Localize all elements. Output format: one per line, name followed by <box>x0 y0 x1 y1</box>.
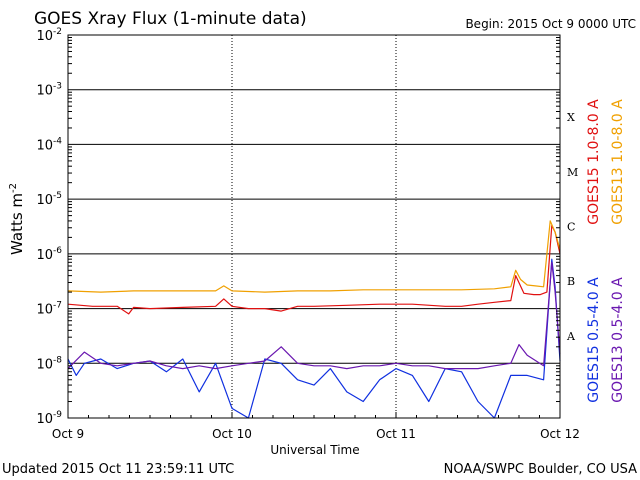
x-tick-label: Oct 12 <box>540 427 580 441</box>
y-tick-exponent: -2 <box>53 27 62 37</box>
footer-credit-text: NOAA/SWPC Boulder, CO USA <box>444 462 637 477</box>
y-tick-exponent: -7 <box>53 301 62 311</box>
y-tick-label: 10-7 <box>36 301 62 318</box>
y-tick-base: 10 <box>36 84 53 99</box>
flare-class-label: A <box>566 330 576 343</box>
y-tick-label: 10-5 <box>36 191 62 208</box>
y-tick-base: 10 <box>36 193 53 208</box>
y-tick-label: 10-8 <box>36 355 62 372</box>
begin-time-label: Begin: 2015 Oct 9 0000 UTC <box>465 17 636 31</box>
legend-entry: GOES13 1.0-8.0 A <box>610 99 626 225</box>
y-tick-exponent: -6 <box>53 246 62 256</box>
flare-class-label: X <box>567 111 575 124</box>
x-axis-label: Universal Time <box>270 443 359 457</box>
y-axis-label-exponent: -2 <box>8 183 19 193</box>
series-group <box>67 220 561 419</box>
y-tick-exponent: -3 <box>53 82 62 92</box>
y-tick-label: 10-3 <box>36 82 62 99</box>
y-tick-base: 10 <box>36 357 53 372</box>
y-tick-exponent: -8 <box>53 355 62 365</box>
series-line-1 <box>67 224 561 315</box>
legend: GOES15 1.0-8.0 A GOES13 1.0-8.0 A GOES15 0… <box>586 99 626 403</box>
y-tick-label: 10-4 <box>36 136 62 153</box>
y-tick-base: 10 <box>36 29 53 44</box>
y-tick-exponent: -4 <box>53 136 62 146</box>
y-tick-label: 10-6 <box>36 246 62 263</box>
y-tick-label: 10-9 <box>36 410 62 427</box>
footer-updated-text: Updated 2015 Oct 11 23:59:11 UTC <box>2 462 234 477</box>
series-line-2 <box>67 220 561 293</box>
series-line-4 <box>67 261 561 370</box>
y-axis-label-text: Watts m <box>8 193 26 255</box>
y-tick-base: 10 <box>36 412 53 427</box>
flare-class-label: B <box>567 275 575 288</box>
y-tick-base: 10 <box>36 303 53 318</box>
x-tick-label: Oct 9 <box>52 427 84 441</box>
flare-class-labels: X M C B A <box>566 111 578 343</box>
x-tick-label: Oct 10 <box>212 427 252 441</box>
legend-entry: GOES13 0.5-4.0 A <box>610 277 626 403</box>
legend-entry: GOES15 0.5-4.0 A <box>586 277 602 403</box>
flare-class-label: C <box>567 221 575 234</box>
legend-entry: GOES15 1.0-8.0 A <box>586 99 602 225</box>
y-tick-exponent: -9 <box>53 410 62 420</box>
y-tick-base: 10 <box>36 138 53 153</box>
y-tick-base: 10 <box>36 248 53 263</box>
y-tick-label: 10-2 <box>36 27 62 44</box>
y-axis-label: Watts m-2 <box>8 183 26 255</box>
x-tick-label: Oct 11 <box>376 427 416 441</box>
flare-class-label: M <box>567 166 578 179</box>
chart-title: GOES Xray Flux (1-minute data) <box>34 9 307 29</box>
y-tick-exponent: -5 <box>53 191 62 201</box>
